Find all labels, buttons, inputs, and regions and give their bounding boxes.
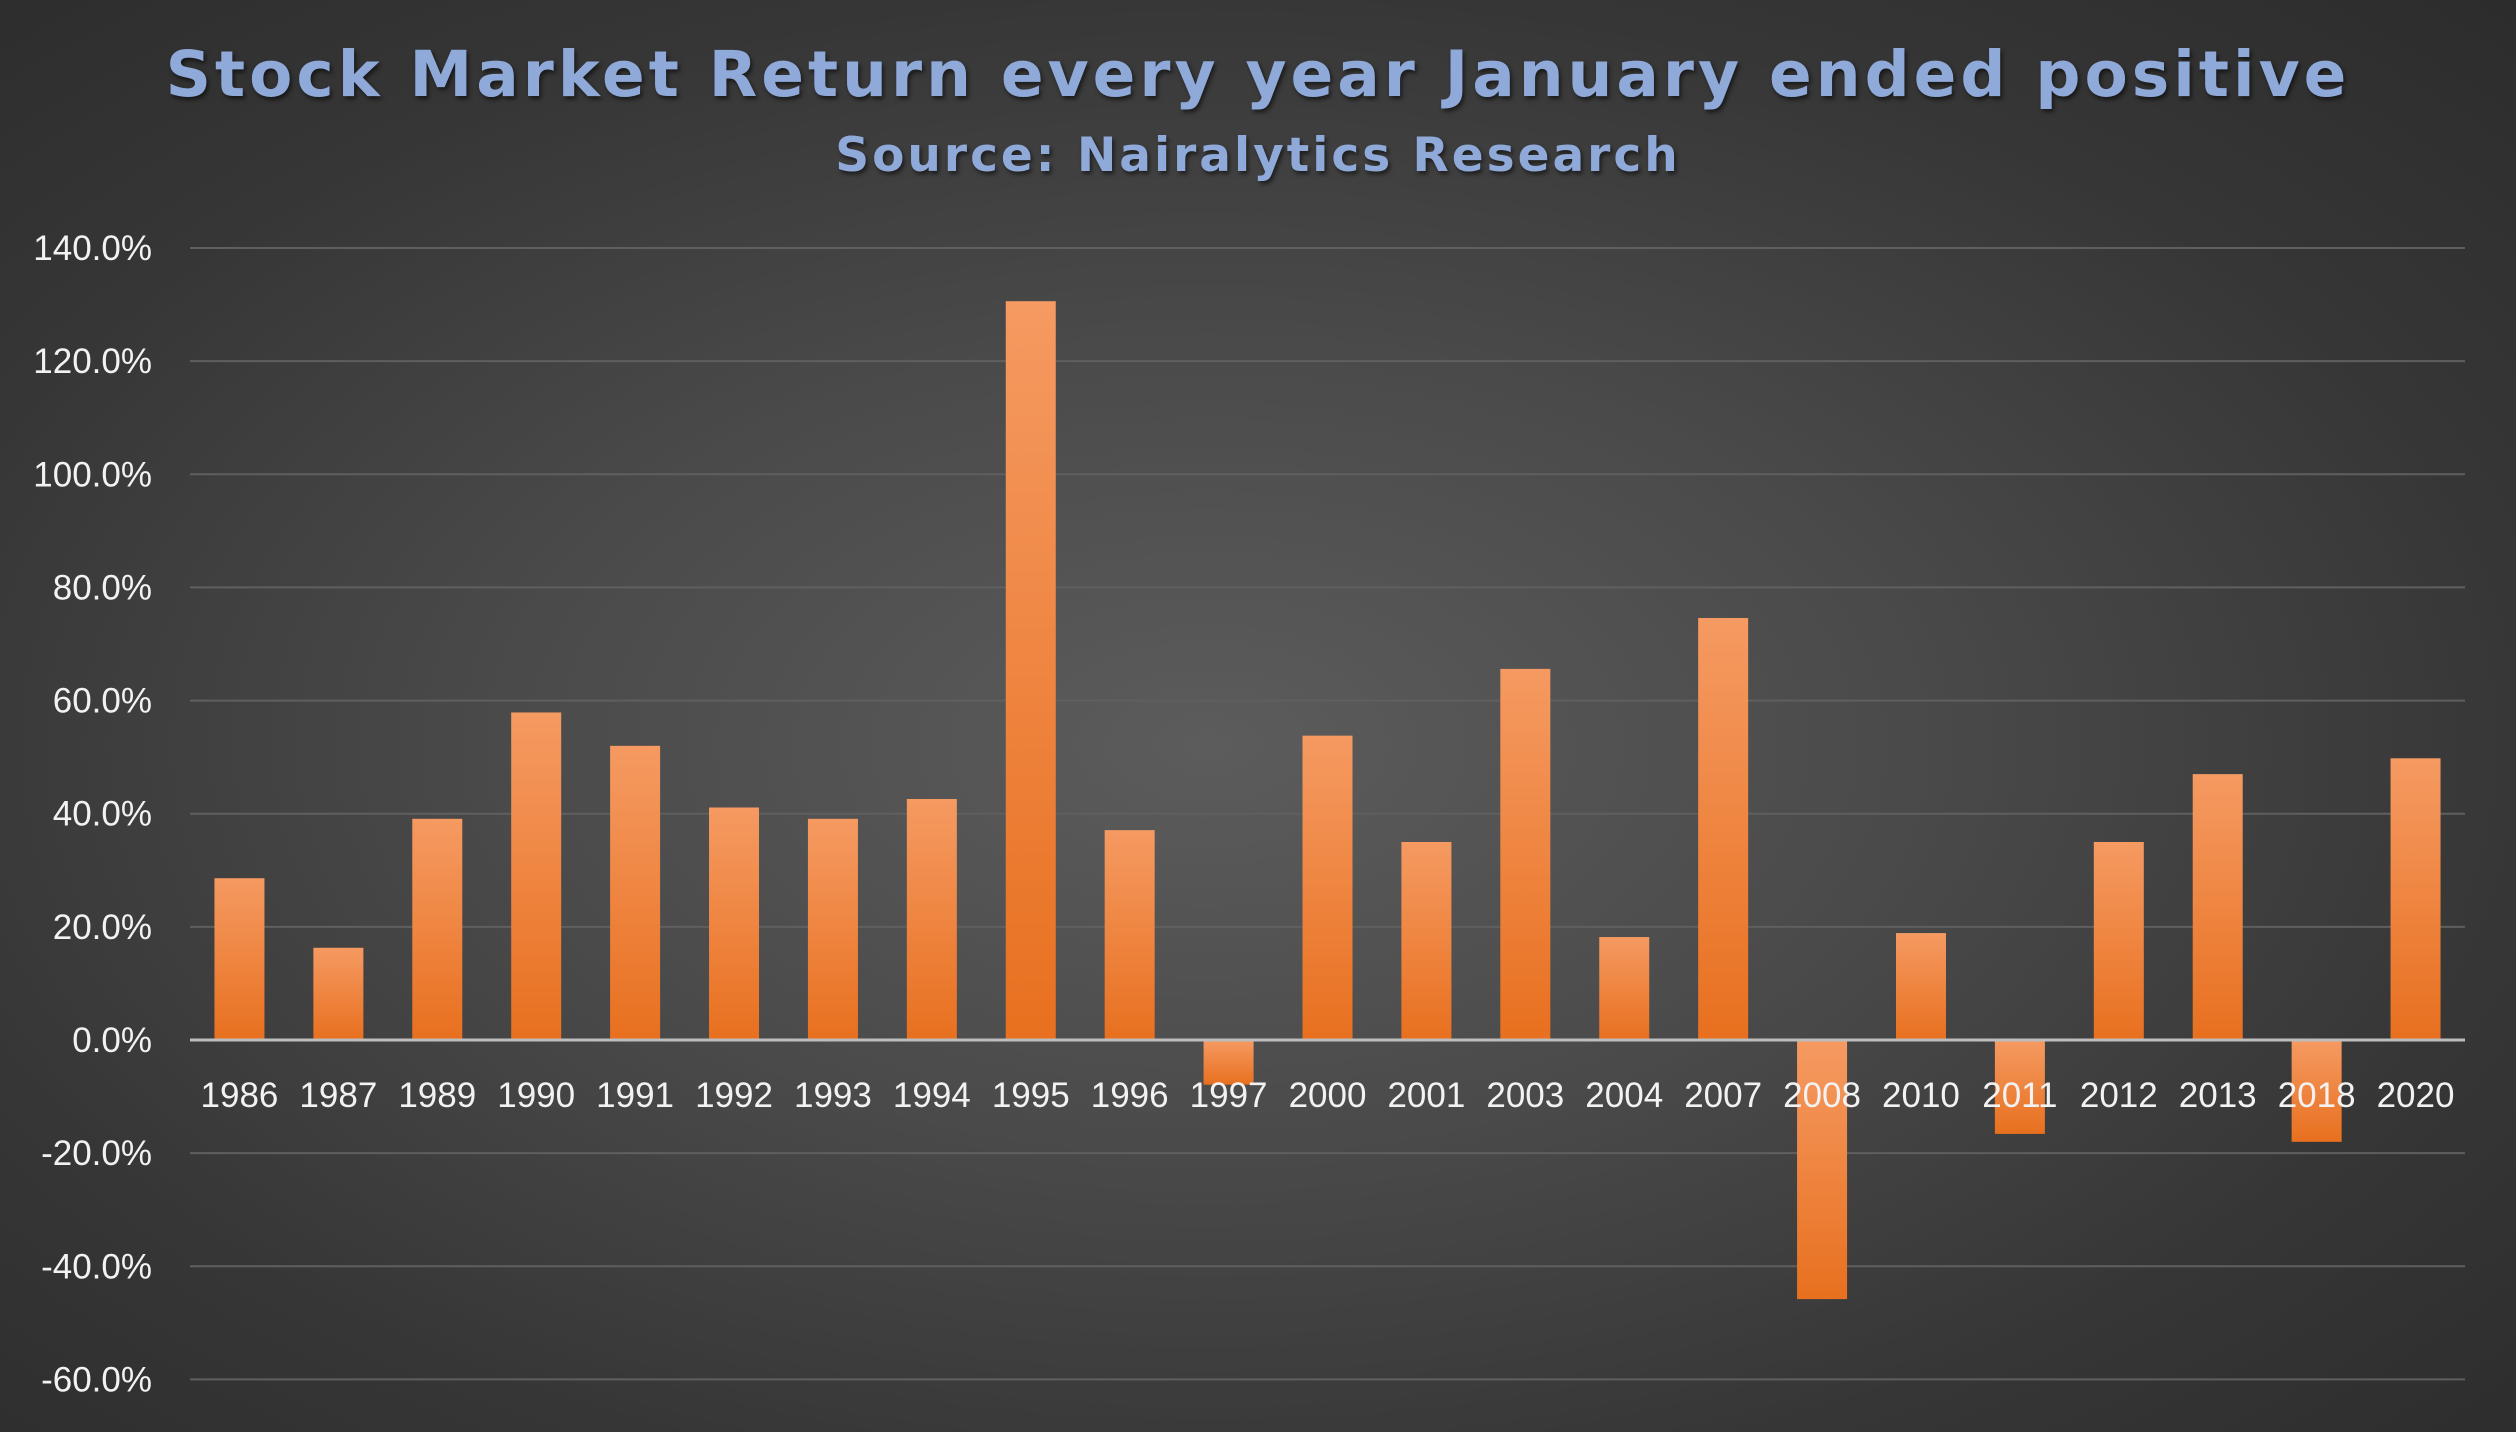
x-tick-label: 1991 — [596, 1076, 674, 1115]
y-tick-label: 140.0% — [33, 229, 152, 268]
x-tick-label: 2011 — [1982, 1076, 2057, 1115]
y-tick-label: 80.0% — [53, 568, 152, 607]
bar-1994 — [906, 799, 957, 1040]
x-tick-label: 1993 — [794, 1076, 872, 1115]
bar-1986 — [214, 878, 265, 1040]
bar-2008 — [1797, 1040, 1848, 1300]
x-tick-label: 2007 — [1684, 1076, 1762, 1115]
x-tick-label: 2010 — [1882, 1076, 1960, 1115]
x-axis-tick-labels: 1986 1987 1989 1990 1991 1992 1993 1994 1995 1996… — [201, 1076, 2455, 1115]
y-tick-label: 40.0% — [53, 795, 152, 834]
y-tick-label: 100.0% — [33, 455, 152, 494]
bar-1992 — [709, 807, 760, 1040]
y-tick-label: -40.0% — [41, 1247, 152, 1286]
y-axis-tick-labels: 140.0% 120.0% 100.0% 80.0% 60.0% 40.0% 20.0% 0.… — [33, 229, 152, 1399]
x-tick-label: 2018 — [2278, 1076, 2356, 1115]
x-tick-label: 1992 — [695, 1076, 773, 1115]
y-tick-label: -60.0% — [41, 1360, 152, 1399]
bar-2003 — [1500, 668, 1551, 1040]
y-tick-label: 120.0% — [33, 342, 152, 381]
x-tick-label: 2000 — [1289, 1076, 1367, 1115]
x-tick-label: 2012 — [2080, 1076, 2158, 1115]
y-tick-label: -20.0% — [41, 1134, 152, 1173]
bar-2004 — [1599, 937, 1650, 1040]
bar-2011 — [1994, 1040, 2045, 1134]
x-tick-label: 1989 — [398, 1076, 476, 1115]
bar-1996 — [1104, 830, 1155, 1040]
x-tick-label: 1994 — [893, 1076, 971, 1115]
x-tick-label: 2003 — [1486, 1076, 1564, 1115]
y-tick-label: 20.0% — [53, 908, 152, 947]
x-tick-label: 2020 — [2377, 1076, 2455, 1115]
bar-2013 — [2192, 774, 2243, 1040]
chart-subtitle: Source: Nairalytics Research — [835, 128, 1681, 183]
bar-1995 — [1005, 301, 1056, 1041]
x-tick-label: 2013 — [2179, 1076, 2257, 1115]
bar-1989 — [412, 818, 463, 1040]
x-tick-label: 1987 — [299, 1076, 377, 1115]
y-tick-label: 0.0% — [72, 1021, 152, 1060]
bar-1997 — [1203, 1040, 1254, 1085]
bar-1993 — [807, 818, 858, 1040]
x-tick-label: 1996 — [1091, 1076, 1169, 1115]
bar-2010 — [1895, 933, 1946, 1040]
bar-2001 — [1401, 842, 1452, 1040]
bars — [214, 301, 2441, 1300]
y-tick-label: 60.0% — [53, 682, 152, 721]
chart-title: Stock Market Return every year January e… — [165, 38, 2351, 111]
bar-2012 — [2093, 842, 2144, 1040]
x-tick-label: 2008 — [1783, 1076, 1861, 1115]
x-tick-label: 1995 — [992, 1076, 1070, 1115]
x-tick-label: 2001 — [1387, 1076, 1465, 1115]
x-tick-label: 1986 — [201, 1076, 279, 1115]
x-tick-label: 1990 — [497, 1076, 575, 1115]
x-tick-label: 1997 — [1190, 1076, 1268, 1115]
bar-2018 — [2291, 1040, 2342, 1142]
bar-1987 — [313, 947, 364, 1040]
bar-2020 — [2390, 758, 2441, 1040]
bar-2000 — [1302, 735, 1353, 1040]
bar-1991 — [610, 745, 661, 1040]
x-tick-label: 2004 — [1585, 1076, 1663, 1115]
bar-1990 — [511, 712, 562, 1040]
bar-2007 — [1698, 617, 1749, 1040]
